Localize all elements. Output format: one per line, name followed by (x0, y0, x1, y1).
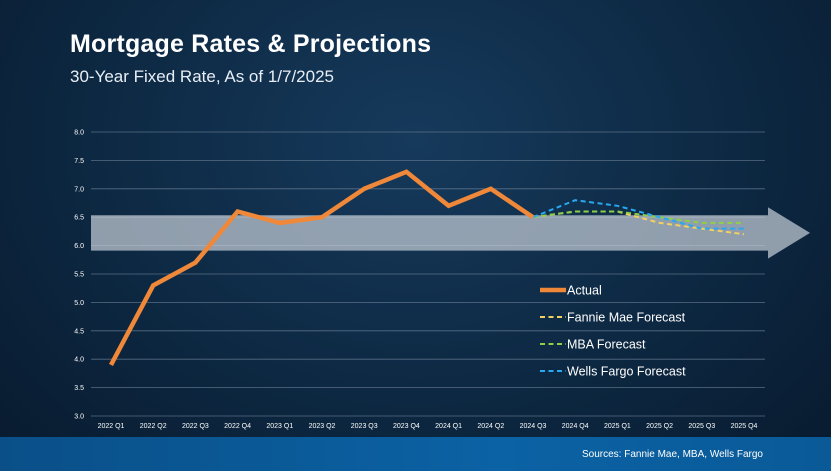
chart-title: Mortgage Rates & Projections (70, 30, 432, 58)
y-tick-label: 7.5 (74, 158, 84, 165)
x-tick-label: 2023 Q4 (393, 423, 420, 430)
x-tick-label: 2024 Q1 (435, 423, 462, 430)
projection-band-arrow (91, 207, 810, 259)
y-tick-label: 3.5 (74, 385, 84, 392)
y-tick-label: 7.0 (74, 186, 84, 193)
x-tick-label: 2025 Q2 (646, 423, 673, 430)
y-tick-label: 5.5 (74, 272, 84, 279)
series-line-actual (109, 169, 535, 366)
x-tick-label: 2023 Q1 (266, 423, 293, 430)
y-tick-label: 6.5 (74, 215, 84, 222)
legend-label: Fannie Mae Forecast (567, 311, 686, 325)
y-tick-label: 6.0 (74, 243, 84, 250)
series-line-wells-fargo-forecast (532, 199, 744, 230)
legend-label: Actual (567, 284, 602, 298)
x-tick-label: 2024 Q4 (562, 423, 589, 430)
x-tick-label: 2023 Q2 (309, 423, 336, 430)
x-tick-label: 2022 Q3 (182, 423, 209, 430)
legend-label: MBA Forecast (567, 338, 646, 352)
x-tick-label: 2024 Q2 (477, 423, 504, 430)
x-tick-label: 2025 Q4 (731, 423, 758, 430)
line-chart: 3.0 3.5 4.0 4.5 5.0 5.5 6.0 6.5 7.0 7.5 8.0 2022 Q1… (74, 130, 810, 430)
series-line-mba-forecast (532, 210, 744, 224)
y-tick-label: 4.0 (74, 357, 84, 364)
x-tick-label: 2022 Q4 (224, 423, 251, 430)
x-tick-label: 2025 Q1 (604, 423, 631, 430)
chart-subtitle: 30-Year Fixed Rate, As of 1/7/2025 (70, 67, 334, 86)
y-tick-label: 4.5 (74, 328, 84, 335)
x-tick-label: 2022 Q2 (140, 423, 167, 430)
x-tick-label: 2024 Q3 (520, 423, 547, 430)
footer-bar (0, 437, 831, 471)
x-tick-label: 2025 Q3 (688, 423, 715, 430)
source-note: Sources: Fannie Mae, MBA, Wells Fargo (582, 449, 763, 460)
legend-label: Wells Fargo Forecast (567, 365, 686, 379)
y-tick-label: 5.0 (74, 300, 84, 307)
y-tick-label: 8.0 (74, 130, 84, 137)
x-tick-label: 2023 Q3 (351, 423, 378, 430)
y-tick-label: 3.0 (74, 414, 84, 421)
x-tick-label: 2022 Q1 (98, 423, 125, 430)
